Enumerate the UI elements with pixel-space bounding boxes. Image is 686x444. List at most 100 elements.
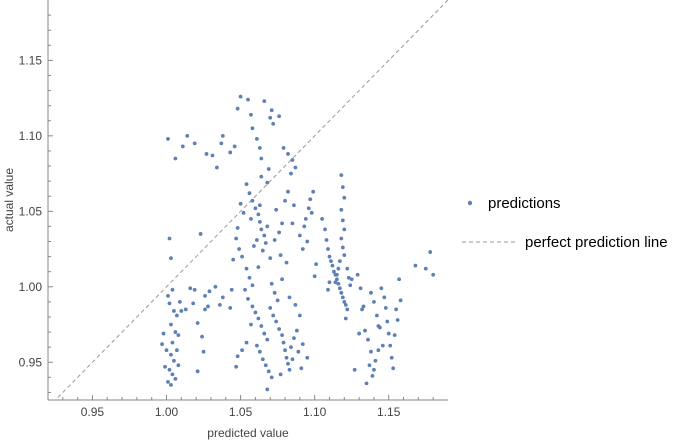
prediction-point bbox=[352, 367, 357, 372]
prediction-point bbox=[345, 266, 350, 271]
prediction-point bbox=[237, 247, 242, 251]
prediction-point bbox=[176, 363, 181, 368]
x-tick-label: 1.15 bbox=[377, 405, 401, 419]
prediction-point bbox=[286, 189, 290, 194]
prediction-point bbox=[337, 259, 342, 264]
prediction-point bbox=[305, 239, 310, 244]
prediction-point bbox=[386, 331, 391, 336]
prediction-point bbox=[395, 318, 400, 322]
prediction-point bbox=[192, 141, 197, 146]
prediction-point bbox=[167, 301, 172, 306]
prediction-point bbox=[280, 277, 284, 282]
prediction-point bbox=[290, 221, 295, 226]
prediction-point bbox=[235, 354, 240, 359]
legend-predictions-label: predictions bbox=[488, 195, 561, 212]
prediction-point bbox=[326, 287, 330, 292]
prediction-point bbox=[398, 298, 403, 303]
prediction-point bbox=[185, 133, 190, 138]
prediction-point bbox=[290, 158, 295, 162]
prediction-point bbox=[342, 253, 347, 257]
prediction-point bbox=[329, 259, 333, 264]
x-tick-label: 1.00 bbox=[155, 405, 179, 419]
prediction-point bbox=[259, 156, 264, 161]
prediction-point bbox=[192, 287, 197, 292]
prediction-point bbox=[300, 247, 305, 251]
prediction-point bbox=[163, 364, 167, 369]
prediction-point bbox=[369, 290, 373, 295]
prediction-point bbox=[180, 144, 185, 149]
prediction-point bbox=[170, 287, 175, 292]
prediction-point bbox=[268, 115, 273, 120]
prediction-point bbox=[340, 295, 345, 300]
prediction-point bbox=[346, 275, 351, 280]
prediction-point bbox=[166, 136, 170, 141]
prediction-point bbox=[383, 306, 388, 310]
prediction-point bbox=[330, 263, 335, 268]
prediction-point bbox=[249, 112, 253, 117]
y-tick-label: 1.05 bbox=[19, 204, 43, 218]
prediction-point bbox=[263, 241, 268, 245]
prediction-point bbox=[363, 328, 367, 333]
prediction-point bbox=[249, 216, 253, 221]
prediction-point bbox=[392, 333, 397, 337]
prediction-point bbox=[232, 144, 237, 149]
prediction-point bbox=[277, 230, 282, 235]
prediction-point bbox=[286, 361, 290, 366]
prediction-point bbox=[203, 307, 207, 312]
prediction-point bbox=[200, 334, 204, 339]
prediction-point bbox=[343, 316, 348, 321]
predictions-series bbox=[160, 94, 436, 392]
prediction-point bbox=[297, 233, 302, 238]
prediction-point bbox=[170, 372, 175, 377]
prediction-point bbox=[161, 331, 166, 336]
prediction-point bbox=[376, 348, 381, 353]
prediction-point bbox=[306, 206, 311, 211]
prediction-point bbox=[246, 296, 250, 301]
prediction-point bbox=[177, 299, 182, 304]
prediction-point bbox=[342, 299, 347, 304]
prediction-point bbox=[342, 227, 347, 232]
prediction-point bbox=[256, 265, 261, 270]
x-tick-label: 1.05 bbox=[229, 405, 253, 419]
prediction-point bbox=[305, 355, 310, 360]
prediction-point bbox=[332, 269, 336, 274]
prediction-point bbox=[166, 379, 170, 384]
prediction-point bbox=[357, 331, 362, 336]
prediction-point bbox=[172, 309, 176, 313]
prediction-point bbox=[271, 121, 276, 126]
prediction-point bbox=[164, 348, 169, 353]
prediction-point bbox=[254, 238, 259, 242]
prediction-point bbox=[385, 319, 390, 324]
prediction-point bbox=[340, 218, 345, 223]
prediction-point bbox=[257, 203, 262, 208]
prediction-point bbox=[254, 136, 259, 141]
prediction-point bbox=[269, 281, 274, 286]
prediction-point bbox=[244, 340, 249, 345]
prediction-point bbox=[278, 253, 283, 257]
prediction-point bbox=[293, 303, 298, 307]
prediction-point bbox=[228, 306, 233, 310]
prediction-point bbox=[262, 99, 267, 104]
prediction-point bbox=[174, 313, 179, 318]
prediction-point bbox=[240, 254, 244, 259]
prediction-point bbox=[252, 244, 256, 248]
prediction-point bbox=[183, 307, 188, 312]
legend-predictions-marker bbox=[467, 200, 473, 206]
prediction-point bbox=[268, 306, 273, 310]
prediction-point bbox=[259, 174, 264, 179]
prediction-point bbox=[253, 206, 258, 211]
prediction-point bbox=[265, 337, 270, 342]
prediction-point bbox=[380, 343, 385, 348]
prediction-point bbox=[391, 366, 396, 371]
prediction-point bbox=[228, 150, 233, 155]
prediction-point bbox=[179, 309, 184, 313]
prediction-point bbox=[286, 152, 290, 156]
prediction-point bbox=[249, 322, 253, 327]
prediction-point bbox=[160, 342, 164, 347]
prediction-point bbox=[246, 97, 250, 102]
prediction-point bbox=[364, 381, 369, 386]
prediction-point bbox=[370, 373, 375, 378]
prediction-point bbox=[336, 281, 341, 286]
prediction-point bbox=[372, 367, 376, 372]
